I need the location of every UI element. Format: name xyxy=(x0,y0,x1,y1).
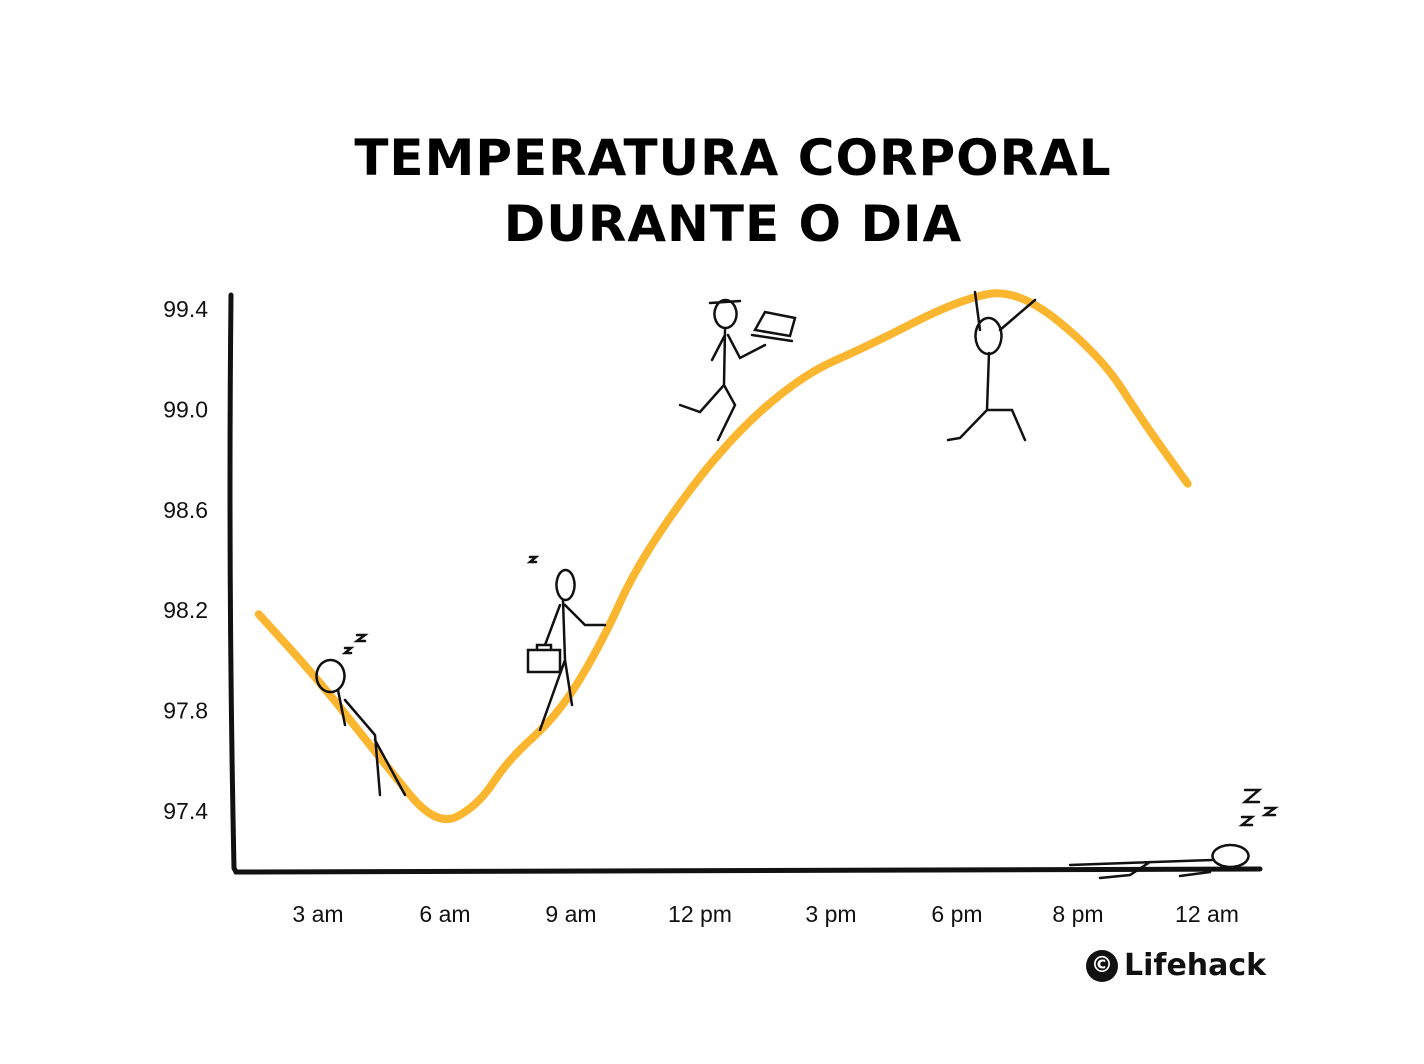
y-tick-label: 98.6 xyxy=(163,497,208,523)
sleeping-lying-figure-icon xyxy=(1068,788,1279,880)
jumping-figure-icon xyxy=(946,290,1037,442)
running-figure-with-laptop-icon xyxy=(678,298,797,442)
x-tick-label: 6 am xyxy=(419,901,470,927)
y-ticks: 97.4 97.8 98.2 98.6 99.0 99.4 xyxy=(163,296,208,824)
walking-figure-with-briefcase-icon xyxy=(526,555,607,732)
y-tick-label: 99.0 xyxy=(163,396,208,422)
y-tick-label: 98.2 xyxy=(163,597,208,623)
brand-name: Lifehack xyxy=(1124,948,1267,983)
title-line-1: TEMPERATURA CORPORAL xyxy=(354,129,1112,187)
y-tick-label: 97.4 xyxy=(163,798,208,824)
x-tick-label: 9 am xyxy=(545,901,596,927)
y-tick-label: 97.8 xyxy=(163,698,208,724)
axis-lines xyxy=(227,292,1263,875)
sleepy-figure-icon xyxy=(315,633,407,797)
title-line-2: DURANTE O DIA xyxy=(503,195,963,253)
y-tick-label: 99.4 xyxy=(163,296,208,322)
x-ticks: 3 am 6 am 9 am 12 pm 3 pm 6 pm 8 pm 12 am xyxy=(292,901,1239,927)
x-tick-label: 8 pm xyxy=(1052,901,1103,927)
axes xyxy=(227,292,1263,875)
lifehack-logo: © Lifehack xyxy=(1086,948,1266,983)
illustrations xyxy=(315,290,1279,880)
x-tick-label: 12 am xyxy=(1175,901,1239,927)
x-tick-label: 3 am xyxy=(292,901,343,927)
x-tick-label: 3 pm xyxy=(805,901,856,927)
x-tick-label: 12 pm xyxy=(668,901,732,927)
lifehack-logo-icon: © xyxy=(1086,949,1118,982)
x-tick-label: 6 pm xyxy=(931,901,982,927)
chart-title: TEMPERATURA CORPORAL DURANTE O DIA xyxy=(0,125,1424,257)
